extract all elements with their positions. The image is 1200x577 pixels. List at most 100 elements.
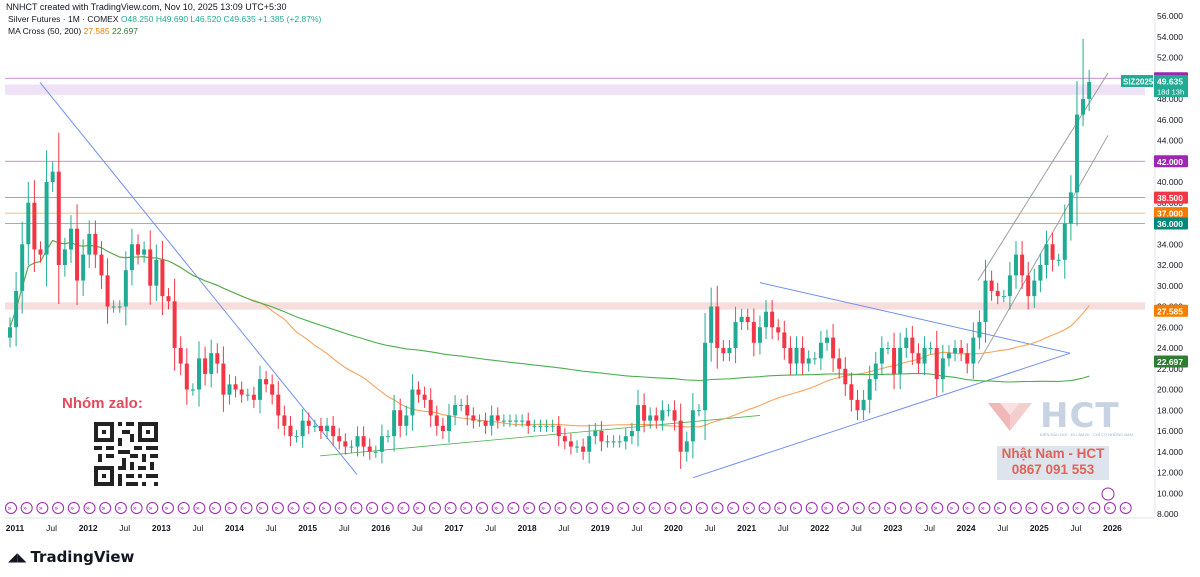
candle — [587, 436, 592, 452]
event-marker-glyph: » — [588, 505, 592, 513]
zalo-group-label: Nhóm zalo: — [62, 395, 143, 412]
x-tick-label: 2019 — [591, 523, 610, 533]
candle — [154, 259, 159, 286]
event-marker-icon — [962, 502, 975, 514]
candle — [520, 420, 525, 422]
event-marker-icon — [428, 502, 441, 514]
event-marker-glyph: » — [149, 505, 153, 513]
candle — [398, 410, 403, 426]
ma-legend[interactable]: MA Cross (50, 200) 27.585 22.697 — [8, 26, 138, 36]
event-marker-glyph: » — [7, 505, 11, 513]
event-marker-icon — [585, 502, 598, 514]
event-marker-glyph: » — [729, 505, 733, 513]
candle — [75, 228, 80, 281]
x-tick-label: 2012 — [79, 523, 98, 533]
candle — [416, 389, 421, 395]
candle — [38, 249, 43, 255]
event-marker-icon — [695, 502, 708, 514]
candle — [148, 249, 153, 286]
countdown-label: 18d 13h — [1157, 88, 1184, 97]
tradingview-footer[interactable]: ◢◣ TradingView — [8, 548, 134, 566]
event-marker-glyph: » — [321, 505, 325, 513]
candle — [1020, 254, 1025, 276]
event-marker-glyph: » — [196, 505, 200, 513]
candle — [270, 384, 275, 395]
x-tick-label: 2014 — [225, 523, 244, 533]
event-marker-icon — [444, 502, 457, 514]
event-marker-icon — [821, 502, 834, 514]
candle — [788, 348, 793, 364]
candle — [1026, 275, 1031, 297]
event-marker-icon — [947, 502, 959, 514]
x-tick-label: Jul — [1070, 523, 1081, 533]
candle — [727, 348, 732, 354]
event-marker-icon — [758, 502, 771, 514]
event-marker-glyph: » — [871, 505, 875, 513]
symbol-tag: SIZ2025 — [1123, 78, 1154, 87]
base-support-line — [319, 415, 761, 457]
symbol-name[interactable]: Silver Futures · 1M · COMEX — [8, 14, 119, 24]
candle — [1074, 114, 1079, 193]
y-tick-label: 54.000 — [1157, 32, 1183, 42]
event-marker-icon — [52, 502, 65, 514]
chart-header: NNHCT created with TradingView.com, Nov … — [6, 2, 287, 12]
candle — [550, 425, 555, 427]
event-marker-glyph: » — [714, 505, 718, 513]
y-tick-label: 30.000 — [1157, 281, 1183, 291]
candle — [837, 358, 842, 369]
event-marker-glyph: » — [902, 505, 906, 513]
candle — [654, 415, 659, 421]
resistance-zone — [5, 84, 1145, 95]
y-tick-label: 34.000 — [1157, 239, 1183, 249]
event-marker-glyph: » — [39, 505, 43, 513]
x-tick-label: Jul — [119, 523, 130, 533]
event-marker-glyph: » — [274, 505, 278, 513]
candle — [648, 415, 653, 421]
event-marker-icon — [523, 502, 536, 514]
candle — [227, 384, 232, 395]
event-marker-glyph: » — [824, 505, 828, 513]
candle — [276, 394, 281, 416]
event-marker-icon — [852, 502, 865, 514]
event-marker-glyph: » — [1122, 505, 1126, 513]
candle — [343, 441, 348, 447]
candle — [684, 441, 689, 452]
y-tick-label: 44.000 — [1157, 136, 1183, 146]
candle — [946, 353, 951, 359]
event-marker-icon — [460, 502, 473, 514]
candle — [617, 441, 622, 443]
event-marker-glyph: » — [353, 505, 357, 513]
candle — [812, 358, 817, 360]
x-tick-label: 2023 — [884, 523, 903, 533]
y-tick-label: 24.000 — [1157, 343, 1183, 353]
x-tick-label: Jul — [339, 523, 350, 533]
ma-price-tag: 22.697 — [1157, 357, 1183, 367]
event-marker-glyph: » — [525, 505, 529, 513]
candle — [989, 280, 994, 291]
candle — [209, 353, 214, 374]
x-tick-label: 2017 — [445, 523, 464, 533]
candle — [885, 348, 890, 349]
event-marker-glyph: » — [761, 505, 765, 513]
candle — [1068, 192, 1073, 224]
event-marker-icon — [99, 502, 112, 514]
candle — [764, 311, 769, 328]
candle — [1032, 280, 1037, 297]
candle — [898, 348, 903, 374]
candle — [239, 389, 244, 395]
event-marker-glyph: » — [1091, 505, 1095, 513]
candle — [1087, 82, 1092, 99]
candle — [331, 425, 336, 437]
event-marker-icon — [664, 502, 677, 514]
x-tick-label: 2020 — [664, 523, 683, 533]
x-tick-label: Jul — [631, 523, 642, 533]
event-marker-glyph: » — [572, 505, 576, 513]
candle — [739, 316, 744, 323]
candle — [879, 348, 884, 364]
x-tick-label: Jul — [924, 523, 935, 533]
candle — [715, 306, 720, 348]
event-marker-icon — [1009, 502, 1022, 514]
event-marker-icon — [240, 502, 253, 514]
candle — [495, 415, 500, 421]
